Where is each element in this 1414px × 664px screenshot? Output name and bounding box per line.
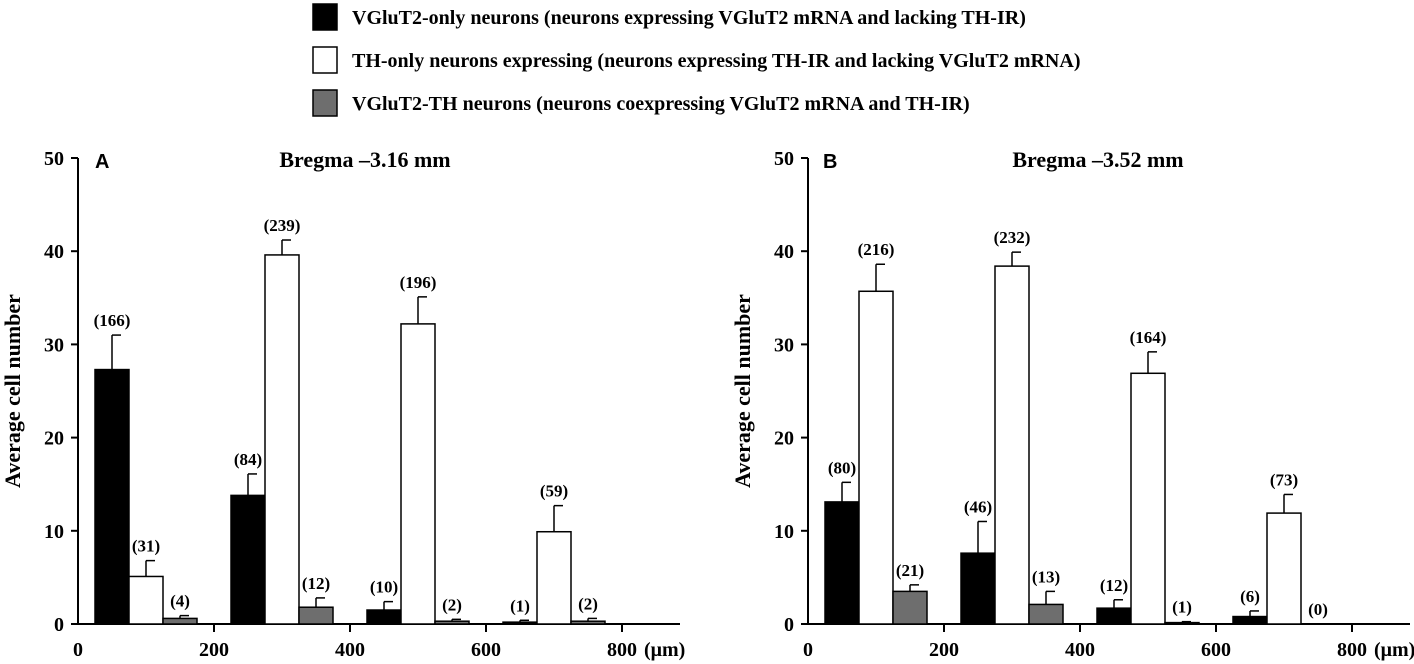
x-tick-label: 0 [73, 639, 83, 661]
x-tick-label: 0 [803, 639, 813, 661]
legend-swatch-1 [312, 46, 338, 74]
count-label: (239) [264, 216, 301, 235]
x-unit-label: (μm) [1374, 639, 1414, 661]
bar [536, 530, 572, 625]
count-label: (164) [1130, 328, 1167, 347]
x-tick-label: 600 [1201, 639, 1231, 661]
count-label: (2) [442, 595, 462, 614]
bar [824, 501, 860, 625]
x-tick-label: 600 [471, 639, 501, 661]
x-tick-label: 200 [929, 639, 959, 661]
y-tick-label: 0 [784, 614, 794, 636]
x-tick-label: 800 [607, 639, 637, 661]
bar [230, 494, 266, 625]
y-tick-label: 50 [44, 148, 64, 170]
count-label: (84) [234, 450, 262, 469]
y-tick-label: 0 [54, 614, 64, 636]
bar [94, 368, 130, 625]
count-label: (46) [964, 497, 992, 516]
bar [1266, 512, 1302, 625]
count-label: (166) [94, 311, 131, 330]
count-label: (12) [302, 574, 330, 593]
bar [960, 552, 996, 625]
bar [570, 620, 606, 625]
bar [502, 621, 538, 625]
legend-label-0: VGluT2-only neurons (neurons expressing … [352, 7, 1026, 29]
count-label: (196) [400, 273, 437, 292]
bar [1164, 621, 1200, 625]
y-tick-label: 30 [44, 334, 64, 356]
count-label: (73) [1270, 470, 1298, 489]
bar [1096, 607, 1132, 625]
bar [858, 290, 894, 625]
count-label: (216) [858, 240, 895, 259]
bar [366, 609, 402, 625]
count-label: (6) [1240, 587, 1260, 606]
y-tick-label: 20 [44, 428, 64, 450]
x-tick-label: 200 [199, 639, 229, 661]
x-tick-label: 400 [1065, 639, 1095, 661]
y-tick-label: 10 [774, 521, 794, 543]
bar [434, 620, 470, 625]
count-label: (2) [578, 594, 598, 613]
count-label: (13) [1032, 567, 1060, 586]
y-tick-label: 50 [774, 148, 794, 170]
y-tick-label: 40 [44, 241, 64, 263]
count-label: (10) [370, 578, 398, 597]
bar [1130, 372, 1166, 625]
count-label: (31) [132, 537, 160, 556]
bar [298, 606, 334, 625]
panel-label: A [95, 151, 109, 173]
bar [1028, 603, 1064, 625]
y-tick-label: 10 [44, 521, 64, 543]
panel-a: 0 10 20 30 40 50 0 200 400 600 800 (μm) Average cell… [0, 147, 685, 661]
count-label: (59) [540, 482, 568, 501]
chart-title: Bregma –3.16 mm [279, 147, 450, 172]
y-tick-label: 40 [774, 241, 794, 263]
y-axis-label: Average cell number [730, 294, 755, 488]
chart-title: Bregma –3.52 mm [1012, 147, 1183, 172]
count-label: (12) [1100, 576, 1128, 595]
legend-label-2: VGluT2-TH neurons (neurons coexpressing … [352, 93, 970, 115]
count-label: (1) [1172, 598, 1192, 617]
bar [162, 617, 198, 625]
count-label: (232) [994, 228, 1031, 247]
legend-swatch-2 [312, 89, 338, 117]
legend-swatch-0 [312, 3, 338, 31]
count-label: (4) [170, 592, 190, 611]
bar [1232, 615, 1268, 625]
y-tick-label: 20 [774, 428, 794, 450]
bar [994, 265, 1030, 625]
bar [264, 254, 300, 625]
panel-label: B [823, 151, 837, 173]
x-unit-label: (μm) [644, 639, 685, 661]
legend: VGluT2-only neurons (neurons expressing … [312, 3, 1080, 117]
panel-b: 0 10 20 30 40 50 0 200 400 600 800 (μm) Average cell… [730, 147, 1414, 661]
count-label: (80) [828, 458, 856, 477]
count-label: (0) [1308, 600, 1328, 619]
count-label: (1) [510, 596, 530, 615]
legend-label-1: TH-only neurons expressing (neurons expr… [352, 50, 1080, 72]
x-tick-label: 800 [1337, 639, 1367, 661]
bar [400, 323, 436, 625]
count-label: (21) [896, 561, 924, 580]
x-tick-label: 400 [335, 639, 365, 661]
bar [892, 590, 928, 625]
y-tick-label: 30 [774, 334, 794, 356]
y-axis-label: Average cell number [0, 294, 25, 488]
bar [128, 575, 164, 625]
